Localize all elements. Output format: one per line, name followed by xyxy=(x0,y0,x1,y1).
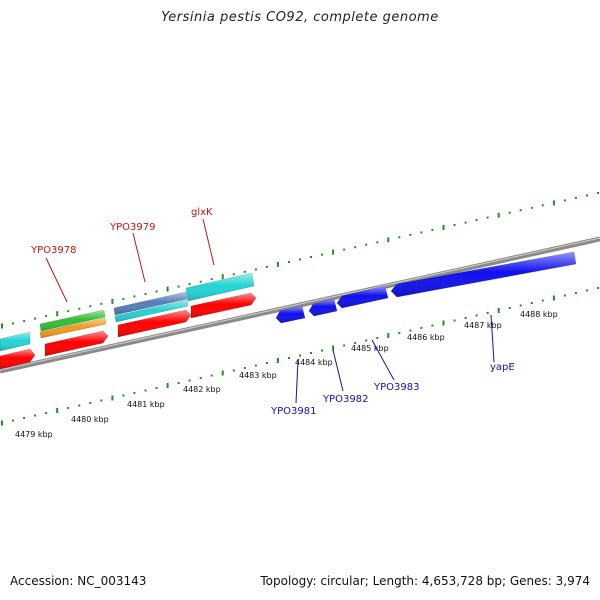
genome-stats-text: Topology: circular; Length: 4,653,728 bp… xyxy=(260,574,590,588)
gene-label-YPO3983[interactable]: YPO3983 xyxy=(373,382,419,393)
scale-label: 4487 kbp xyxy=(464,321,502,330)
scale-label: 4481 kbp xyxy=(127,400,165,409)
scale-label: 4486 kbp xyxy=(407,333,445,342)
scale-label: 4484 kbp xyxy=(295,358,333,367)
scale-labels: 4479 kbp 4480 kbp 4481 kbp 4482 kbp 4483… xyxy=(15,310,558,439)
feature-highlight xyxy=(309,299,337,316)
backbone xyxy=(0,236,600,374)
scale-label: 4488 kbp xyxy=(520,310,558,319)
scale-label: 4485 kbp xyxy=(351,344,389,353)
accession-text: Accession: NC_003143 xyxy=(10,574,147,588)
scale-label: 4482 kbp xyxy=(183,385,221,394)
feature-highlight xyxy=(118,310,191,337)
feature-highlight xyxy=(115,300,188,322)
feature-highlight xyxy=(0,349,35,369)
feature-highlight xyxy=(114,292,187,315)
outer-tick-row xyxy=(1,192,599,329)
feature-highlight xyxy=(191,293,256,318)
feature-highlight xyxy=(391,252,576,297)
feature-highlight xyxy=(337,286,388,308)
gene-label-glxK[interactable]: glxK xyxy=(191,207,213,218)
map-title: Yersinia pestis CO92, complete genome xyxy=(161,10,439,25)
feature-highlight xyxy=(40,310,105,331)
feature-highlight xyxy=(186,273,254,301)
gene-leader-lines xyxy=(45,218,495,404)
gene-label-YPO3978[interactable]: YPO3978 xyxy=(30,245,76,256)
scale-label: 4480 kbp xyxy=(71,415,109,424)
feature-highlight xyxy=(40,318,106,338)
scale-label: 4479 kbp xyxy=(15,430,53,439)
gene-label-YPO3979[interactable]: YPO3979 xyxy=(109,222,155,233)
inner-tick-row xyxy=(1,287,599,426)
feature-track xyxy=(0,251,577,370)
feature-highlight xyxy=(45,331,108,356)
feature-highlight xyxy=(276,306,305,323)
gene-label-YPO3981[interactable]: YPO3981 xyxy=(270,406,316,417)
scale-label: 4483 kbp xyxy=(239,371,277,380)
gene-label-YPO3982[interactable]: YPO3982 xyxy=(322,394,368,405)
gene-label-yapE[interactable]: yapE xyxy=(490,362,515,373)
gene-labels: YPO3978 YPO3979 glxK YPO3981 YPO3982 YPO… xyxy=(30,207,515,417)
feature-highlight xyxy=(0,332,30,351)
